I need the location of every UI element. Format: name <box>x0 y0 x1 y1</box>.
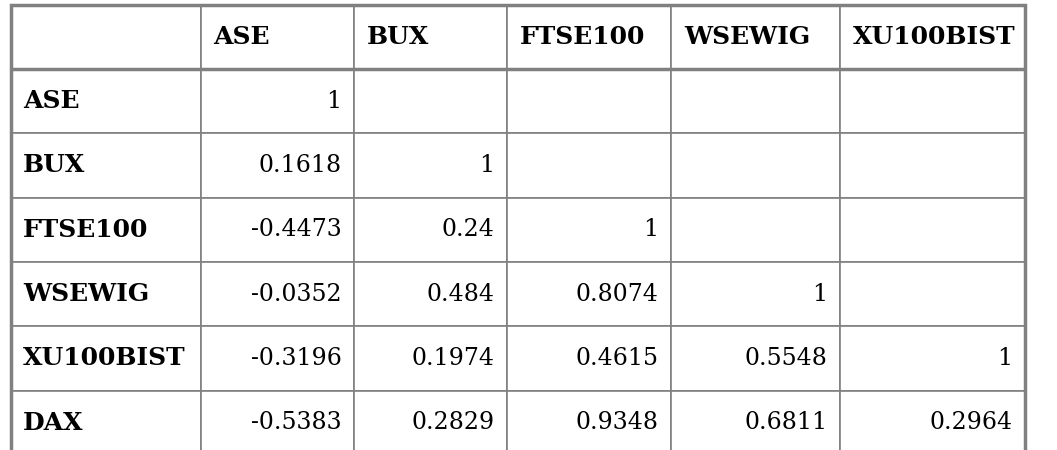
Text: 1: 1 <box>998 347 1013 370</box>
Bar <box>354 4 507 69</box>
Text: WSEWIG: WSEWIG <box>684 25 810 49</box>
Bar <box>201 133 354 198</box>
Bar <box>671 391 840 450</box>
Bar <box>507 69 671 133</box>
Bar <box>201 262 354 326</box>
Text: WSEWIG: WSEWIG <box>23 282 149 306</box>
Bar <box>507 391 671 450</box>
Text: BUX: BUX <box>23 153 86 177</box>
Text: -0.3196: -0.3196 <box>251 347 341 370</box>
Bar <box>507 326 671 391</box>
Bar <box>201 391 354 450</box>
Bar <box>507 198 671 262</box>
Bar <box>671 198 840 262</box>
Bar <box>507 4 671 69</box>
Bar <box>671 4 840 69</box>
Bar <box>507 262 671 326</box>
Text: 0.6811: 0.6811 <box>744 411 828 434</box>
Text: 0.1618: 0.1618 <box>258 154 341 177</box>
Bar <box>11 198 201 262</box>
Bar <box>840 133 1025 198</box>
Text: ASE: ASE <box>23 89 79 113</box>
Text: 0.4615: 0.4615 <box>575 347 659 370</box>
Bar <box>354 133 507 198</box>
Text: DAX: DAX <box>23 411 84 435</box>
Text: -0.0352: -0.0352 <box>251 283 341 306</box>
Bar <box>11 133 201 198</box>
Text: 1: 1 <box>480 154 495 177</box>
Text: 1: 1 <box>327 90 341 112</box>
Bar <box>201 69 354 133</box>
Text: ASE: ASE <box>214 25 270 49</box>
Text: 0.1974: 0.1974 <box>411 347 495 370</box>
Text: 0.24: 0.24 <box>442 218 495 241</box>
Text: 0.9348: 0.9348 <box>575 411 659 434</box>
Text: BUX: BUX <box>367 25 429 49</box>
Bar <box>201 4 354 69</box>
Text: -0.4473: -0.4473 <box>251 218 341 241</box>
Bar <box>354 326 507 391</box>
Text: 0.5548: 0.5548 <box>745 347 828 370</box>
Bar <box>11 262 201 326</box>
Text: XU100BIST: XU100BIST <box>23 346 186 370</box>
Text: 1: 1 <box>813 283 828 306</box>
Bar <box>354 262 507 326</box>
Bar <box>671 326 840 391</box>
Bar <box>507 133 671 198</box>
Bar <box>840 262 1025 326</box>
Bar <box>11 391 201 450</box>
Text: 0.484: 0.484 <box>427 283 495 306</box>
Text: XU100BIST: XU100BIST <box>853 25 1016 49</box>
Bar <box>354 69 507 133</box>
Bar <box>840 326 1025 391</box>
Text: FTSE100: FTSE100 <box>520 25 646 49</box>
Text: 0.8074: 0.8074 <box>576 283 659 306</box>
Bar <box>840 69 1025 133</box>
Bar <box>354 391 507 450</box>
Bar <box>11 69 201 133</box>
Bar <box>671 262 840 326</box>
Text: -0.5383: -0.5383 <box>251 411 341 434</box>
Text: 0.2829: 0.2829 <box>411 411 495 434</box>
Text: 1: 1 <box>644 218 659 241</box>
Bar <box>201 198 354 262</box>
Bar <box>671 133 840 198</box>
Bar <box>11 326 201 391</box>
Bar <box>840 391 1025 450</box>
Bar <box>671 69 840 133</box>
Bar <box>840 198 1025 262</box>
Bar <box>354 198 507 262</box>
Bar <box>11 4 201 69</box>
Text: 0.2964: 0.2964 <box>929 411 1013 434</box>
Bar <box>840 4 1025 69</box>
Text: FTSE100: FTSE100 <box>23 218 149 242</box>
Bar <box>201 326 354 391</box>
